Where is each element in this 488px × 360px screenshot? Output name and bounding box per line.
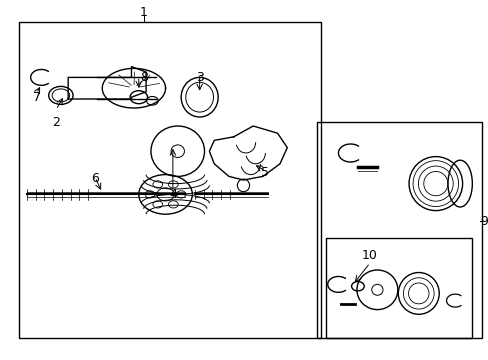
Text: 4: 4 — [168, 188, 177, 201]
Text: 9: 9 — [480, 215, 488, 228]
Text: 2: 2 — [52, 116, 60, 129]
Bar — [325, 238, 471, 338]
Text: 10: 10 — [362, 249, 377, 262]
Text: 8: 8 — [140, 71, 147, 84]
Text: 1: 1 — [140, 6, 147, 19]
Text: 3: 3 — [195, 71, 203, 84]
Text: 6: 6 — [91, 172, 99, 185]
Text: 7: 7 — [33, 91, 41, 104]
Bar — [20, 22, 321, 338]
Bar — [316, 122, 481, 338]
Text: 5: 5 — [261, 166, 269, 179]
